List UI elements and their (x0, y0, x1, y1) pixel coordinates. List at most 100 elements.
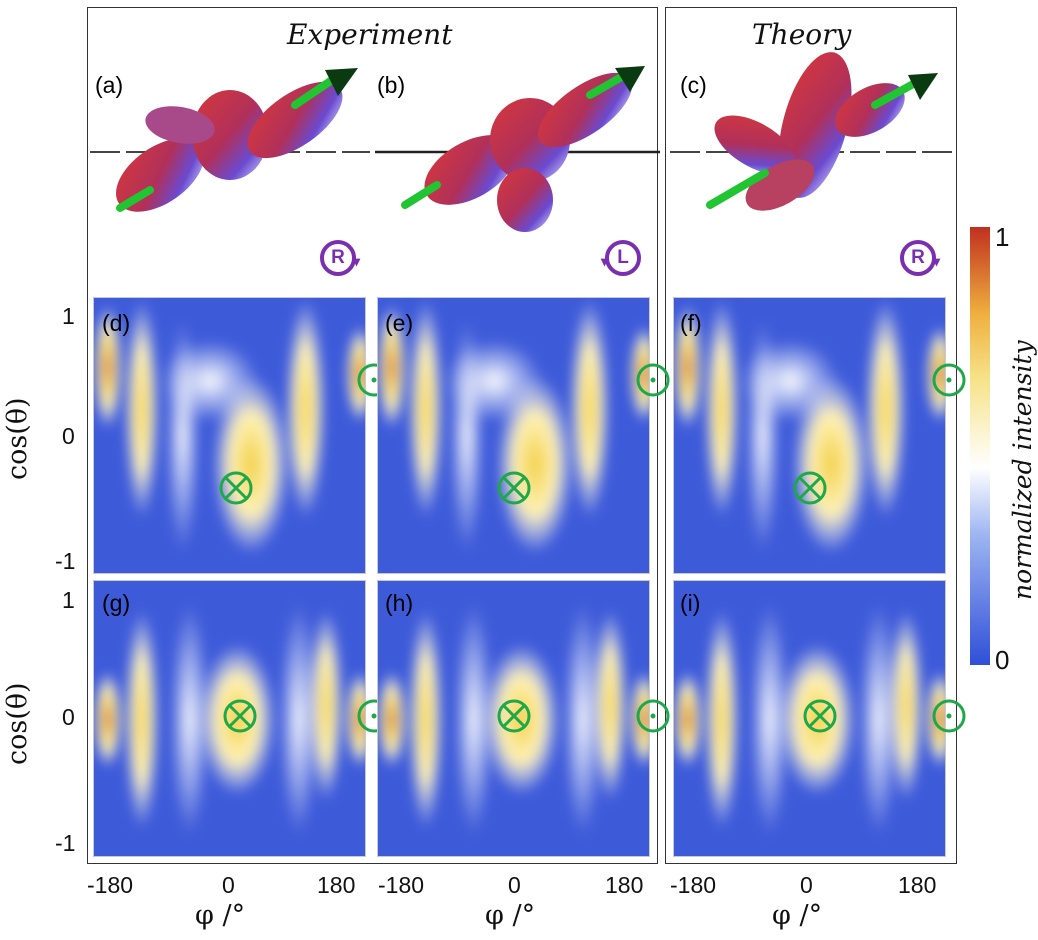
panel-label-h: (h) (385, 590, 414, 616)
out-of-page-marker-icon (636, 363, 670, 397)
y-tick-top-0: 0 (62, 423, 75, 449)
into-page-marker-icon (803, 699, 837, 733)
heatmap-svg (674, 581, 945, 856)
intensity-band (94, 671, 122, 768)
intensity-band (444, 339, 544, 423)
intensity-band (170, 601, 209, 838)
into-page-marker-icon (219, 471, 253, 505)
x-axis-label-2: φ /° (485, 900, 536, 931)
intensity-band (889, 608, 923, 803)
experiment-frame (87, 7, 658, 864)
panel-label-b: (b) (377, 72, 406, 98)
heatmap-panel-g (93, 580, 366, 857)
panel-label-i: (i) (680, 590, 701, 616)
intensity-band (309, 608, 343, 803)
panel-label-e: (e) (385, 310, 414, 336)
heatmap-panel-d (93, 297, 366, 574)
intensity-band (279, 601, 318, 838)
rotation-arrow-icon: ▾ (932, 253, 940, 269)
intensity-bands (378, 601, 649, 838)
intensity-band (483, 643, 560, 796)
helicity-badge-a: R ▾ (320, 240, 360, 276)
intensity-band (705, 608, 739, 831)
helicity-badge-c: R ▾ (900, 240, 940, 276)
intensity-band (409, 298, 443, 520)
intensity-band (378, 304, 406, 430)
heatmap-svg (94, 581, 365, 856)
lobe-illustration-b (375, 60, 660, 250)
intensity-band (378, 671, 406, 768)
heatmap-panel-f (673, 297, 946, 574)
into-page-marker-icon (497, 471, 530, 505)
x-axis-label-3: φ /° (772, 900, 823, 931)
theory-frame (665, 7, 957, 864)
heatmap-svg (94, 298, 365, 573)
intensity-bands (378, 298, 649, 555)
intensity-band (409, 608, 443, 831)
x-tick-e-0: 0 (508, 872, 521, 898)
into-page-marker-icon (223, 699, 257, 733)
intensity-band (674, 671, 702, 768)
x-tick-e-m180: -180 (378, 872, 425, 898)
intensity-band (125, 298, 159, 520)
colorbar-min-label: 0 (995, 645, 1010, 675)
out-of-page-marker-icon (636, 699, 670, 733)
intensity-bands (94, 298, 365, 555)
intensity-band (496, 374, 574, 555)
intensity-band (740, 339, 840, 423)
heatmap-svg (378, 298, 649, 573)
y-tick-bot-1: 1 (62, 587, 75, 613)
intensity-bands (674, 298, 945, 555)
x-tick-f-180: 180 (898, 872, 937, 898)
panel-label-d: (d) (102, 310, 131, 336)
intensity-band (705, 298, 739, 520)
intensity-band (346, 325, 365, 423)
panel-label-f: (f) (680, 310, 702, 336)
intensity-band (792, 374, 870, 555)
intensity-band (750, 601, 789, 838)
intensity-band (286, 298, 325, 520)
intensity-band (454, 601, 493, 838)
panel-label-a: (a) (95, 72, 124, 98)
lobe-illustration-a (90, 60, 370, 260)
x-axis-label-1: φ /° (195, 900, 246, 931)
into-page-marker-icon (497, 699, 530, 733)
x-tick-f-0: 0 (800, 872, 813, 898)
intensity-band (866, 298, 905, 520)
out-of-page-marker-icon (932, 699, 966, 733)
intensity-band (212, 374, 290, 555)
intensity-band (160, 339, 260, 423)
x-tick-d-m180: -180 (87, 872, 134, 898)
rotation-arrow-icon: ▾ (601, 253, 609, 269)
intensity-band (125, 608, 159, 831)
colorbar-max-label: 1 (995, 222, 1010, 252)
out-of-page-marker-icon (932, 363, 966, 397)
into-page-marker-icon (793, 471, 826, 505)
panel-label-c: (c) (680, 72, 707, 98)
rotation-arrow-icon: ▾ (352, 253, 360, 269)
colorbar (970, 227, 990, 665)
heatmap-svg (378, 581, 649, 856)
colorbar-label: normalized intensity (1008, 340, 1037, 600)
helicity-badge-b: L ▾ (601, 240, 641, 276)
intensity-band (859, 601, 898, 838)
x-tick-d-0: 0 (222, 872, 235, 898)
y-axis-label-bottom: cos(θ) (2, 682, 33, 765)
heatmap-panel-i (673, 580, 946, 857)
heatmap-panel-h (377, 580, 650, 857)
experiment-title: Experiment (287, 18, 453, 51)
intensity-band (570, 298, 609, 520)
intensity-band (563, 601, 602, 838)
intensity-band (593, 608, 627, 803)
intensity-band (346, 671, 365, 768)
intensity-bands (94, 601, 365, 838)
panel-label-g: (g) (102, 590, 131, 616)
y-tick-bot-m1: -1 (55, 830, 76, 856)
y-axis-label-top: cos(θ) (2, 397, 33, 480)
x-tick-e-180: 180 (605, 872, 644, 898)
theory-title: Theory (752, 18, 852, 51)
heatmap-panel-e (377, 297, 650, 574)
intensity-band (94, 304, 122, 430)
x-tick-f-m180: -180 (670, 872, 717, 898)
lobe-illustration-c (670, 45, 955, 250)
